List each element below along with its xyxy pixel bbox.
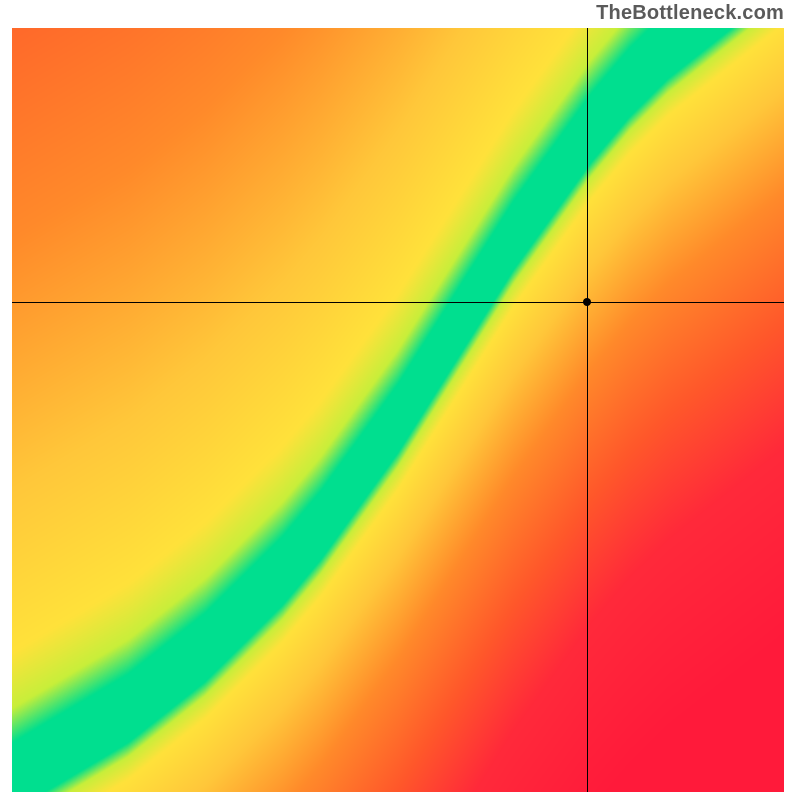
attribution-text: TheBottleneck.com (596, 2, 784, 25)
heatmap-canvas (12, 28, 784, 792)
heatmap-plot (12, 28, 784, 792)
crosshair-vertical (587, 28, 588, 792)
chart-container: TheBottleneck.com (0, 0, 800, 800)
crosshair-marker (583, 298, 591, 306)
crosshair-horizontal (12, 302, 784, 303)
